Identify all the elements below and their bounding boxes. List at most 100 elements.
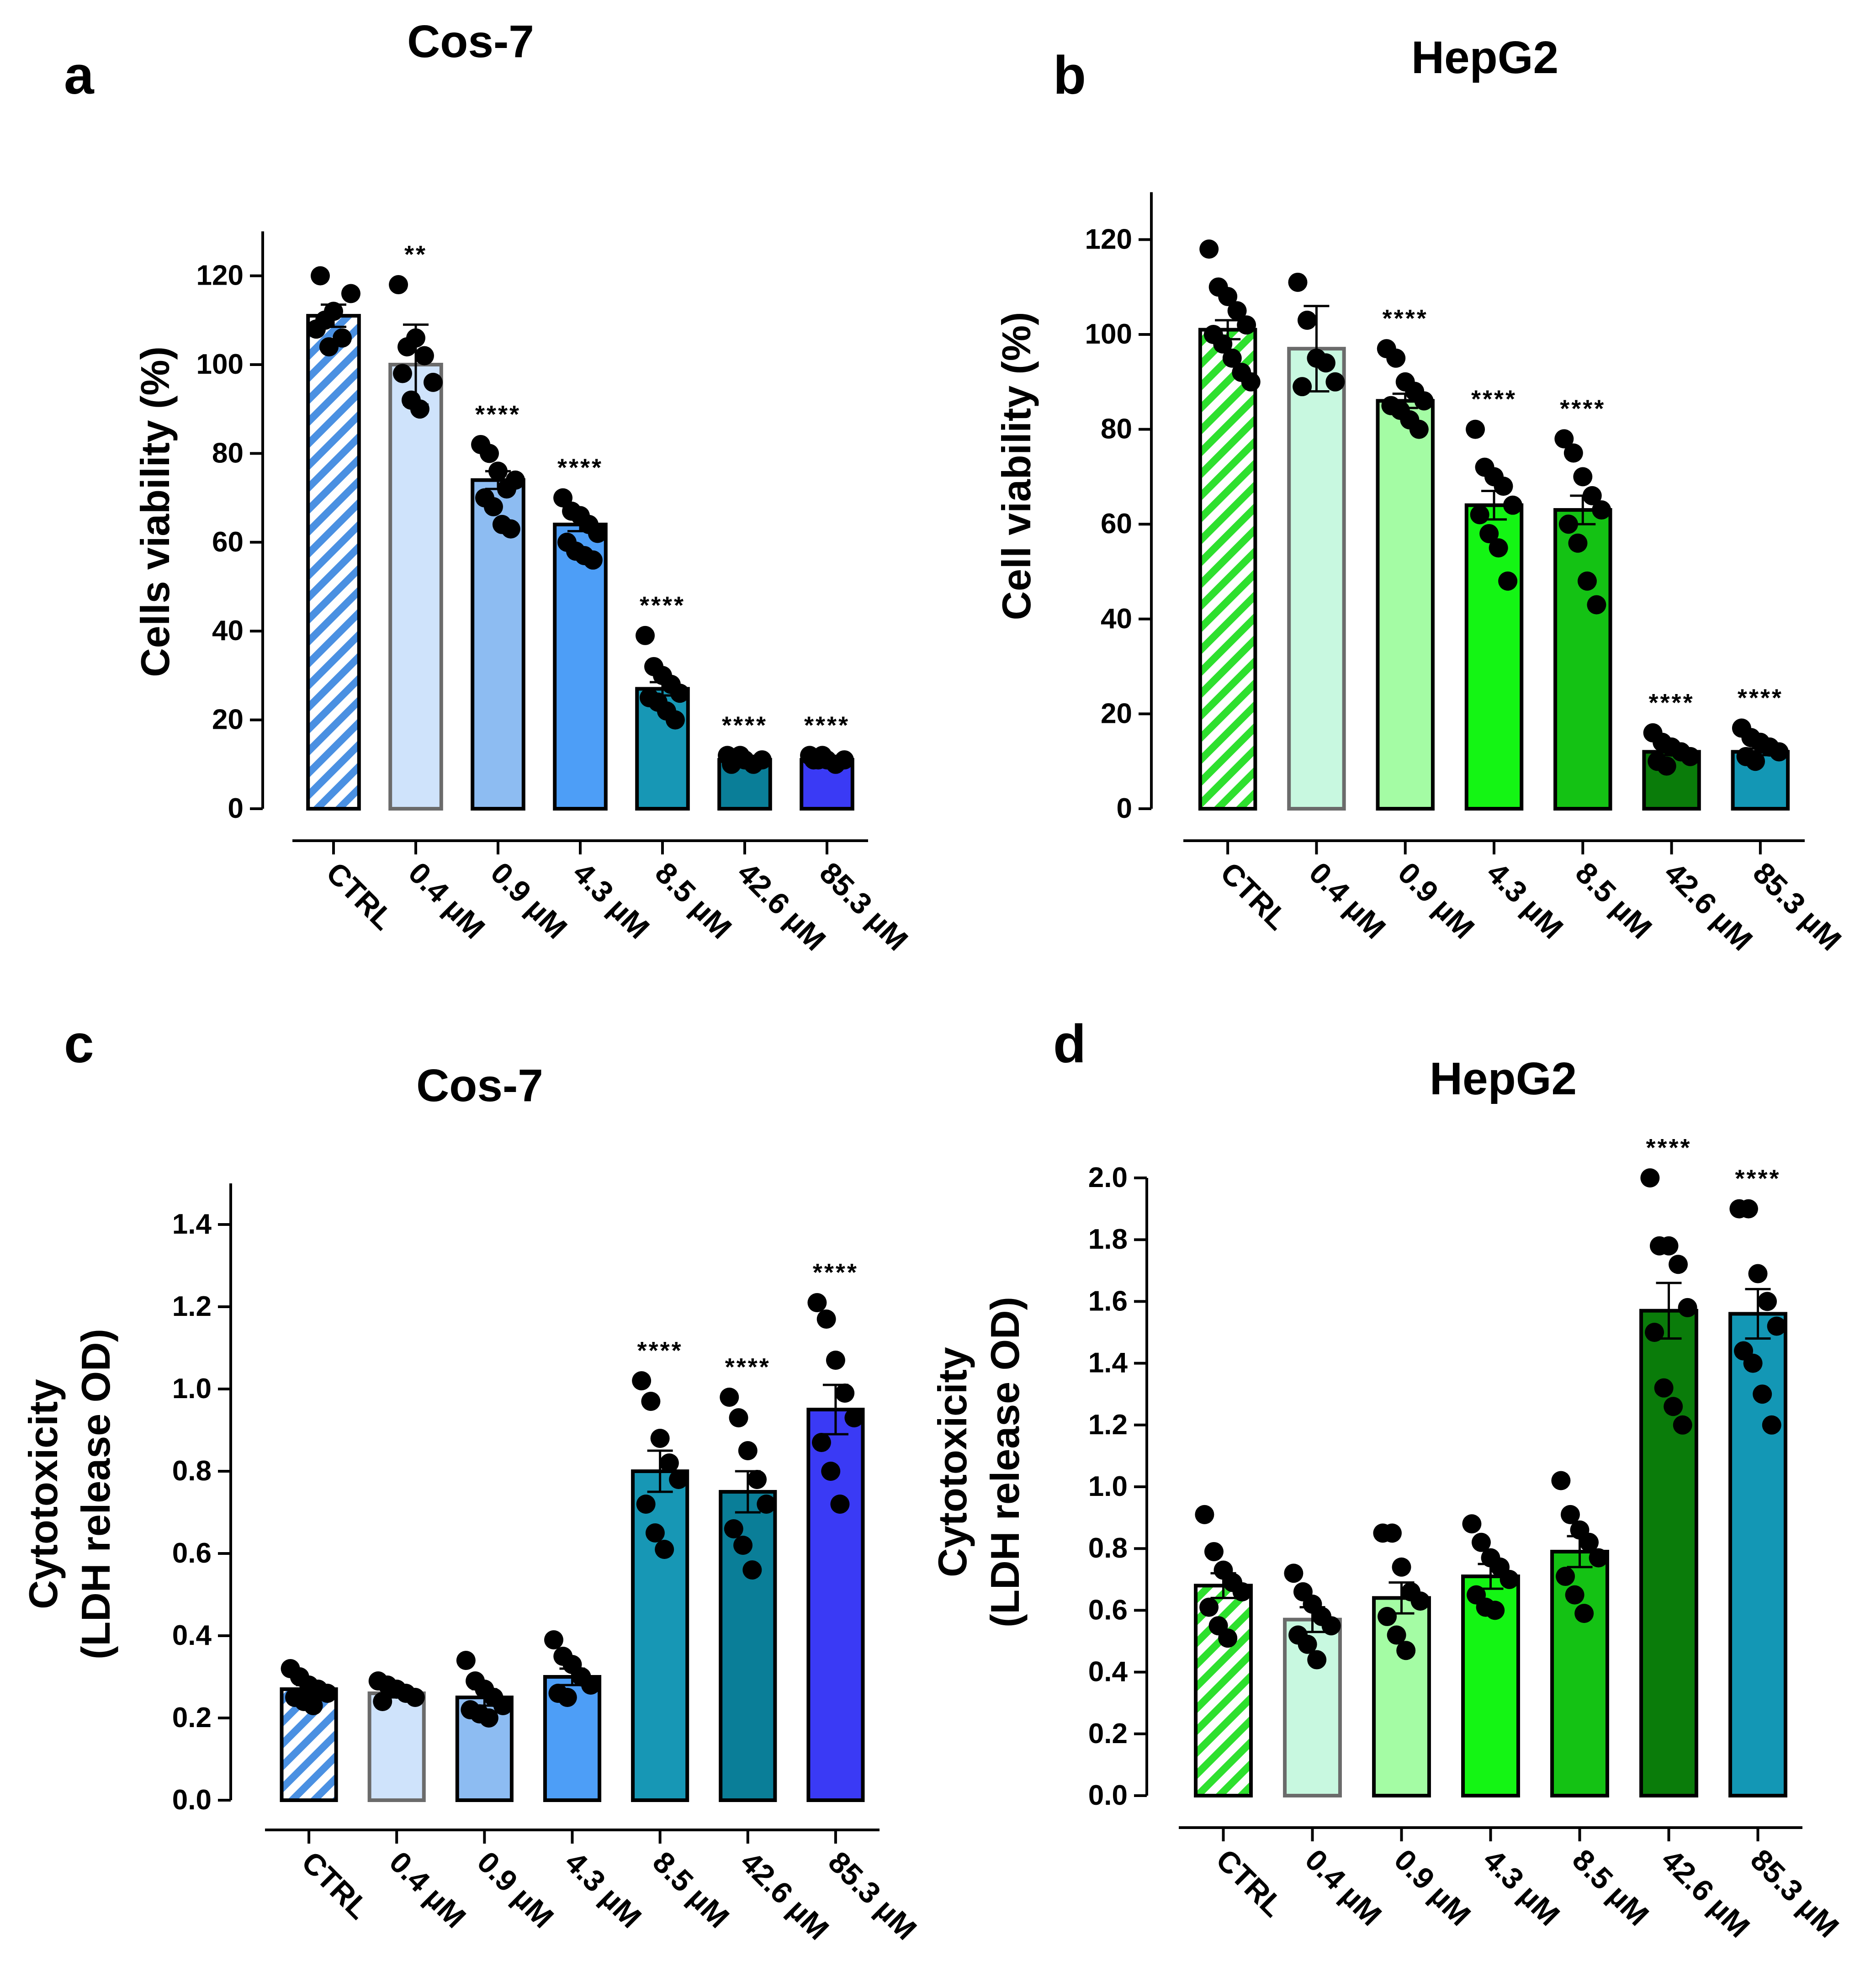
panel-c: c Cos-7 Cytotoxicity (LDH release OD) 0.… xyxy=(21,1014,923,1946)
significance-marker: **** xyxy=(1735,1165,1781,1193)
data-point xyxy=(1758,1292,1777,1311)
category-label: 4.3 µM xyxy=(559,1845,648,1935)
panel-a: a Cos-7 Cells viability (%) 0 20 40 60 80 100… xyxy=(64,16,915,957)
data-point xyxy=(389,275,408,295)
category-label: 85.3 µM xyxy=(822,1845,923,1946)
category-label: 42.6 µM xyxy=(1655,1843,1757,1944)
data-point xyxy=(324,302,343,321)
data-point xyxy=(1659,1236,1679,1256)
bar-2 xyxy=(1287,347,1346,811)
data-point xyxy=(821,1462,841,1481)
data-point xyxy=(1489,538,1508,558)
y-tick-label: 0.6 xyxy=(1088,1594,1128,1626)
data-point xyxy=(373,1692,392,1711)
significance-marker: **** xyxy=(725,1353,771,1381)
category-label: CTRL xyxy=(295,1845,376,1926)
data-point xyxy=(816,1309,836,1329)
data-point xyxy=(1284,1564,1304,1583)
data-point xyxy=(1396,1641,1416,1660)
data-point xyxy=(1673,1415,1692,1435)
y-tick-label: 80 xyxy=(1101,414,1132,445)
data-point xyxy=(1503,495,1522,515)
y-tick-label: 1.0 xyxy=(1088,1471,1128,1502)
y-tick-label: 1.8 xyxy=(1088,1224,1128,1255)
data-point xyxy=(1762,1415,1781,1435)
data-point xyxy=(1738,1199,1758,1219)
data-point xyxy=(1316,353,1335,373)
data-point xyxy=(1678,1298,1697,1317)
data-point xyxy=(1213,334,1233,354)
data-point xyxy=(1577,571,1597,591)
significance-marker: **** xyxy=(475,401,521,428)
bar-1 xyxy=(1198,328,1257,811)
data-point xyxy=(1462,1514,1482,1534)
category-label: 0.4 µM xyxy=(1303,856,1393,945)
data-point xyxy=(1680,747,1700,766)
data-point xyxy=(641,1392,661,1411)
data-point xyxy=(1241,372,1261,392)
category-label: 0.9 µM xyxy=(484,856,574,945)
y-tick-label: 2.0 xyxy=(1088,1162,1128,1193)
data-point xyxy=(1471,1532,1491,1552)
category-label: 0.4 µM xyxy=(402,856,492,945)
data-point xyxy=(1297,310,1317,330)
significance-marker: **** xyxy=(1560,395,1606,422)
panel-c-plot: 0.0 0.2 0.4 0.6 0.8 1.0 1.2 1.4 CTRL 0.4 µM0.9 µM… xyxy=(172,1183,923,1946)
data-point xyxy=(1587,595,1606,615)
data-point xyxy=(1579,1532,1599,1552)
data-point xyxy=(310,266,330,286)
data-point xyxy=(1769,742,1789,762)
data-point xyxy=(1753,1384,1772,1404)
category-label: 8.5 µM xyxy=(1569,856,1659,945)
data-point xyxy=(479,1708,498,1728)
category-label: 0.9 µM xyxy=(1388,1843,1478,1932)
panel-d-plot: 0.0 0.2 0.4 0.6 0.8 1.0 1.2 1.4 1.6 1.8 2.0 CTRL 0.4… xyxy=(1088,1134,1846,1944)
data-point xyxy=(1199,1597,1219,1617)
panel-c-ylabel2: (LDH release OD) xyxy=(73,1329,118,1659)
data-point xyxy=(752,750,772,770)
y-tick-label: 0 xyxy=(228,793,244,824)
bar-2 xyxy=(367,1691,426,1802)
panel-b-ylabel: Cell viability (%) xyxy=(994,312,1039,620)
significance-marker: **** xyxy=(637,1337,683,1364)
data-point xyxy=(1767,1316,1786,1336)
category-label: 4.3 µM xyxy=(567,856,656,945)
panel-d-ylabel2: (LDH release OD) xyxy=(982,1297,1028,1628)
data-point xyxy=(588,524,607,543)
data-point xyxy=(557,1688,577,1707)
category-label: CTRL xyxy=(1210,1843,1291,1924)
y-tick-label: 40 xyxy=(212,615,244,647)
data-point xyxy=(1657,756,1676,776)
panel-d-letter: d xyxy=(1053,1014,1086,1074)
panel-d: d HepG2 Cytotoxicity (LDH release OD) 0.… xyxy=(930,1014,1845,1944)
significance-marker: **** xyxy=(557,454,603,482)
category-label: 42.6 µM xyxy=(734,1845,836,1946)
y-tick-label: 0.4 xyxy=(172,1620,212,1651)
data-point xyxy=(1414,391,1434,411)
data-point xyxy=(1554,429,1574,449)
data-point xyxy=(392,364,412,383)
data-point xyxy=(670,684,689,703)
data-point xyxy=(1232,1582,1252,1601)
data-point xyxy=(1321,1616,1341,1636)
bar-2 xyxy=(388,363,443,811)
y-tick-label: 0.6 xyxy=(172,1537,212,1569)
panel-a-ylabel: Cells viability (%) xyxy=(132,346,178,677)
data-point xyxy=(1387,1625,1406,1645)
data-point xyxy=(830,1495,850,1514)
data-point xyxy=(1199,239,1219,259)
significance-marker: **** xyxy=(1649,689,1695,716)
y-tick-label: 120 xyxy=(196,260,244,292)
data-point xyxy=(720,1388,739,1407)
data-point xyxy=(1218,286,1238,306)
data-point xyxy=(1195,1505,1214,1524)
data-point xyxy=(405,1688,425,1707)
data-point xyxy=(1494,477,1513,496)
data-point xyxy=(1582,486,1602,505)
data-point xyxy=(1669,1255,1688,1274)
data-point xyxy=(1204,1542,1224,1561)
data-point xyxy=(1573,467,1593,487)
category-label: 8.5 µM xyxy=(649,856,738,945)
data-point xyxy=(1382,1523,1402,1543)
data-point xyxy=(807,1293,827,1312)
